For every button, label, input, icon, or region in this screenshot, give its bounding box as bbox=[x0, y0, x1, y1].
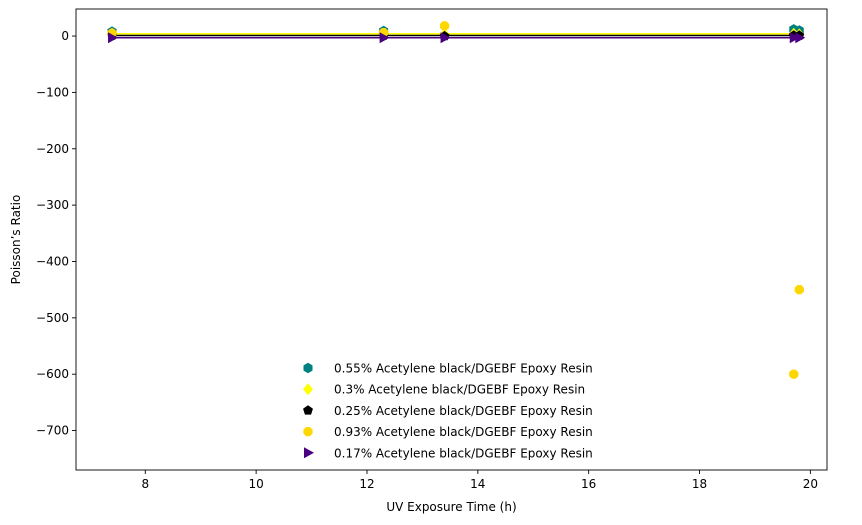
data-points bbox=[107, 21, 806, 379]
x-tick-label: 14 bbox=[470, 477, 485, 491]
x-axis-title: UV Exposure Time (h) bbox=[386, 500, 516, 514]
plot-area bbox=[76, 9, 827, 470]
y-tick-label: −100 bbox=[36, 85, 69, 99]
x-tick-label: 20 bbox=[803, 477, 818, 491]
legend-marker-5 bbox=[304, 447, 314, 459]
legend-marker-4 bbox=[303, 426, 313, 437]
x-tick-label: 12 bbox=[359, 477, 374, 491]
data-point-s5-5 bbox=[795, 32, 806, 44]
y-axis-ticks: 0 −100 −200 −300 −400 −500 −600 −700 bbox=[36, 29, 76, 438]
y-tick-label: −300 bbox=[36, 198, 69, 212]
legend-marker-3 bbox=[303, 405, 313, 415]
x-tick-label: 8 bbox=[141, 477, 149, 491]
legend-label-2: 0.3% Acetylene black/DGEBF Epoxy Resin bbox=[334, 383, 585, 397]
x-tick-label: 18 bbox=[692, 477, 707, 491]
y-axis-title: Poisson’s Ratio bbox=[9, 195, 23, 285]
legend-label-1: 0.55% Acetylene black/DGEBF Epoxy Resin bbox=[334, 362, 593, 376]
fit-lines bbox=[112, 32, 800, 39]
legend-entry-4: 0.93% Acetylene black/DGEBF Epoxy Resin bbox=[303, 425, 593, 439]
y-tick-label: −700 bbox=[36, 424, 69, 438]
data-point-s4-3 bbox=[439, 21, 450, 31]
x-tick-label: 10 bbox=[248, 477, 263, 491]
legend-label-3: 0.25% Acetylene black/DGEBF Epoxy Resin bbox=[334, 404, 593, 418]
data-point-s5-1 bbox=[108, 32, 119, 44]
data-point-s5-3 bbox=[440, 32, 451, 44]
data-point-s4-4 bbox=[789, 369, 799, 379]
data-point-s4-5 bbox=[794, 285, 804, 295]
legend-entry-1: 0.55% Acetylene black/DGEBF Epoxy Resin bbox=[303, 362, 593, 376]
legend-entry-5: 0.17% Acetylene black/DGEBF Epoxy Resin bbox=[304, 446, 593, 460]
legend-marker-2 bbox=[303, 383, 313, 396]
y-tick-label: −500 bbox=[36, 311, 69, 325]
legend: 0.55% Acetylene black/DGEBF Epoxy Resin 0… bbox=[303, 362, 593, 460]
plot-frame bbox=[75, 8, 828, 471]
y-tick-label: −400 bbox=[36, 254, 69, 268]
y-tick-label: −600 bbox=[36, 367, 69, 381]
legend-entry-2: 0.3% Acetylene black/DGEBF Epoxy Resin bbox=[303, 383, 585, 397]
data-point-s5-4 bbox=[789, 32, 800, 44]
x-axis-ticks: 8 10 12 14 16 18 20 bbox=[141, 470, 818, 491]
legend-entry-3: 0.25% Acetylene black/DGEBF Epoxy Resin bbox=[303, 404, 593, 418]
legend-label-5: 0.17% Acetylene black/DGEBF Epoxy Resin bbox=[334, 446, 593, 460]
y-tick-label: −200 bbox=[36, 142, 69, 156]
legend-label-4: 0.93% Acetylene black/DGEBF Epoxy Resin bbox=[334, 425, 593, 439]
x-tick-label: 16 bbox=[581, 477, 596, 491]
data-point-s5-2 bbox=[379, 32, 390, 44]
legend-marker-1 bbox=[303, 362, 313, 374]
y-tick-label: 0 bbox=[61, 29, 69, 43]
